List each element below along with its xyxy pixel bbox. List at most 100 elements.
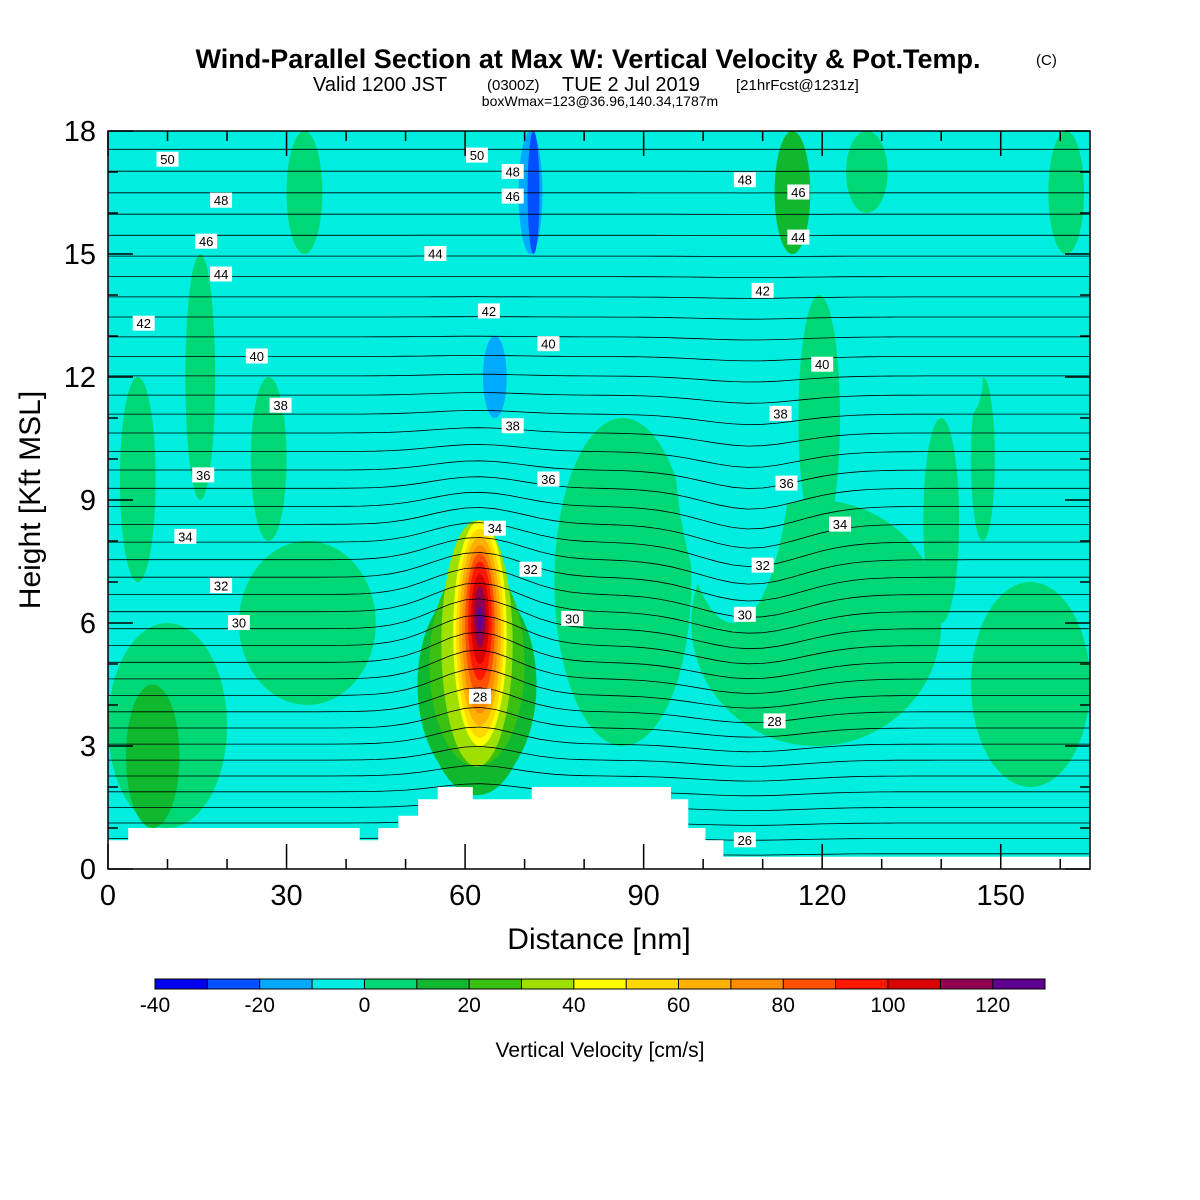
x-axis-ticks: 0 30 60 90 120 150 bbox=[100, 131, 1061, 912]
colorbar-label: Vertical Velocity [cm/s] bbox=[496, 1039, 705, 1062]
theta-label-34: 26 bbox=[733, 832, 756, 848]
colorbar-swatch-11 bbox=[730, 979, 784, 989]
svg-text:36: 36 bbox=[779, 476, 793, 491]
svg-text:46: 46 bbox=[505, 189, 519, 204]
theta-contour-6 bbox=[108, 764, 1090, 782]
terrain-mask bbox=[108, 787, 1090, 869]
theta-contour-8 bbox=[108, 726, 1090, 753]
w-region-15 bbox=[125, 684, 180, 828]
colorbar-swatch-10 bbox=[678, 979, 732, 989]
theta-label-6: 38 bbox=[269, 397, 292, 413]
theta-label-33: 28 bbox=[763, 713, 786, 729]
w-region-5 bbox=[119, 377, 156, 582]
theta-contour-25 bbox=[108, 444, 1090, 468]
svg-text:42: 42 bbox=[755, 283, 769, 298]
svg-text:42: 42 bbox=[482, 304, 496, 319]
theta-label-4: 42 bbox=[132, 315, 155, 331]
theta-label-5: 40 bbox=[245, 348, 268, 364]
valid-time-prefix: Valid 1200 JST bbox=[313, 74, 447, 96]
x-tick-label-0: 0 bbox=[100, 880, 116, 912]
theta-label-18: 36 bbox=[537, 471, 560, 487]
x-tick-label-120: 120 bbox=[798, 880, 846, 912]
theta-label-20: 32 bbox=[519, 561, 542, 577]
theta-label-30: 34 bbox=[829, 516, 852, 532]
svg-text:44: 44 bbox=[791, 230, 805, 245]
x-tick-label-150: 150 bbox=[977, 880, 1025, 912]
y-tick-label-15: 15 bbox=[64, 239, 96, 271]
theta-label-14: 44 bbox=[424, 246, 447, 262]
colorbar-swatch-9 bbox=[626, 979, 680, 989]
svg-text:34: 34 bbox=[488, 521, 502, 536]
theta-label-16: 40 bbox=[537, 336, 560, 352]
colorbar-swatch-13 bbox=[835, 979, 889, 989]
theta-label-12: 48 bbox=[501, 164, 524, 180]
w-region-38 bbox=[476, 606, 483, 632]
colorbar-tick-1: -20 bbox=[245, 994, 275, 1017]
title-units: (C) bbox=[1036, 52, 1057, 69]
colorbar-tick-8: 120 bbox=[975, 994, 1010, 1017]
svg-text:34: 34 bbox=[833, 517, 847, 532]
theta-label-2: 46 bbox=[195, 233, 218, 249]
x-tick-label-60: 60 bbox=[449, 880, 481, 912]
theta-contour-27 bbox=[108, 409, 1090, 426]
y-tick-label-9: 9 bbox=[80, 485, 96, 517]
theta-contour-21 bbox=[108, 507, 1090, 549]
theta-label-11: 50 bbox=[465, 147, 488, 163]
theta-label-25: 44 bbox=[787, 229, 810, 245]
x-tick-label-90: 90 bbox=[628, 880, 660, 912]
theta-label-22: 28 bbox=[468, 688, 491, 704]
y-tick-label-18: 18 bbox=[64, 116, 96, 148]
theta-label-17: 38 bbox=[501, 418, 524, 434]
theta-contour-18 bbox=[108, 552, 1090, 602]
w-region-6 bbox=[185, 254, 216, 500]
colorbar-tick-3: 20 bbox=[457, 994, 480, 1017]
theta-contour-15 bbox=[108, 598, 1090, 650]
w-region-23 bbox=[697, 746, 727, 828]
theta-label-3: 44 bbox=[210, 266, 233, 282]
theta-label-0: 50 bbox=[156, 151, 179, 167]
w-region-11 bbox=[845, 131, 888, 213]
theta-label-32: 30 bbox=[733, 606, 756, 622]
colorbar-tick-6: 80 bbox=[772, 994, 795, 1017]
theta-label-31: 32 bbox=[751, 557, 774, 573]
theta-label-23: 48 bbox=[733, 172, 756, 188]
svg-text:26: 26 bbox=[738, 833, 752, 848]
theta-contour-33 bbox=[108, 296, 1090, 299]
svg-text:50: 50 bbox=[470, 148, 484, 163]
colorbar: -40 -20 0 20 40 60 80 100 120 bbox=[140, 978, 1046, 1017]
theta-contour-9 bbox=[108, 706, 1090, 738]
theta-label-1: 48 bbox=[210, 192, 233, 208]
box-info: boxWmax=123@36.96,140.34,1787m bbox=[482, 93, 718, 109]
contour-labels: 50 48 46 44 42 40 38 36 34 32 30 50 48 46 44 42 40 38 36 34… bbox=[132, 147, 852, 848]
colorbar-swatch-0 bbox=[155, 979, 208, 989]
colorbar-swatch-16 bbox=[992, 979, 1046, 989]
theta-label-13: 46 bbox=[501, 188, 524, 204]
theta-contour-7 bbox=[108, 745, 1090, 767]
colorbar-swatch-14 bbox=[887, 979, 941, 989]
theta-contour-24 bbox=[108, 460, 1090, 489]
svg-text:28: 28 bbox=[767, 714, 781, 729]
w-region-1 bbox=[792, 582, 930, 705]
chart-title: Wind-Parallel Section at Max W: Vertical… bbox=[196, 44, 981, 74]
svg-text:44: 44 bbox=[214, 267, 228, 282]
theta-contour-30 bbox=[108, 354, 1090, 362]
svg-text:32: 32 bbox=[755, 558, 769, 573]
theta-contour-23 bbox=[108, 476, 1090, 510]
w-region-9 bbox=[554, 418, 692, 746]
svg-text:48: 48 bbox=[738, 173, 752, 188]
x-tick-label-30: 30 bbox=[270, 880, 302, 912]
valid-time-date: TUE 2 Jul 2019 bbox=[562, 74, 700, 96]
colorbar-swatch-12 bbox=[783, 979, 837, 989]
theta-contour-32 bbox=[108, 316, 1090, 320]
colorbar-swatch-15 bbox=[940, 979, 994, 989]
colorbar-tick-0: -40 bbox=[140, 994, 170, 1017]
valid-time-utc: (0300Z) bbox=[487, 77, 540, 94]
theta-label-27: 40 bbox=[811, 356, 834, 372]
colorbar-swatch-5 bbox=[416, 979, 470, 989]
colorbar-tick-4: 40 bbox=[562, 994, 585, 1017]
svg-text:32: 32 bbox=[523, 562, 537, 577]
theta-label-7: 36 bbox=[192, 467, 215, 483]
theta-label-24: 46 bbox=[787, 184, 810, 200]
svg-text:50: 50 bbox=[160, 152, 174, 167]
